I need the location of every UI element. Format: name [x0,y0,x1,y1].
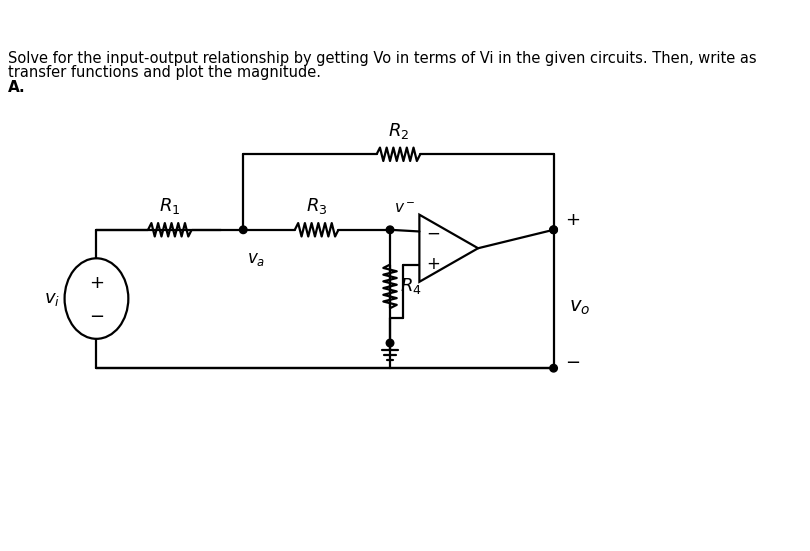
Text: $R_2$: $R_2$ [388,121,409,141]
Circle shape [240,226,247,234]
Circle shape [550,364,557,372]
Text: $v_i$: $v_i$ [45,290,61,307]
Text: $R_3$: $R_3$ [306,196,327,217]
Text: $-$: $-$ [426,223,441,241]
Text: $-$: $-$ [565,353,581,370]
Text: $R_4$: $R_4$ [400,277,422,296]
Text: +: + [89,274,104,293]
Text: $+$: $+$ [426,255,440,273]
Text: $v_o$: $v_o$ [569,298,590,317]
Text: $R_1$: $R_1$ [159,196,181,217]
Text: A.: A. [8,80,26,95]
Circle shape [386,339,394,347]
Circle shape [550,226,557,234]
Circle shape [386,226,394,234]
Text: Solve for the input-output relationship by getting Vo in terms of Vi in the give: Solve for the input-output relationship … [8,51,757,66]
Circle shape [550,226,557,234]
Text: $v_a$: $v_a$ [247,250,266,268]
Text: $v^-$: $v^-$ [394,201,416,217]
Text: $-$: $-$ [89,306,104,325]
Text: $+$: $+$ [565,210,581,229]
Text: transfer functions and plot the magnitude.: transfer functions and plot the magnitud… [8,64,322,79]
